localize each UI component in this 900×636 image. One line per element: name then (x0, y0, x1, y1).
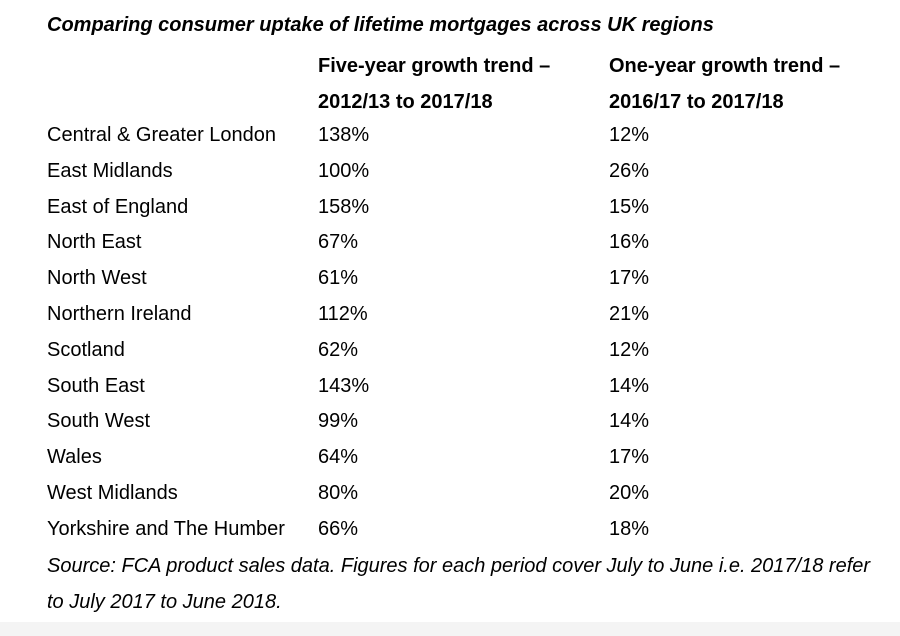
table-row: Wales 64% 17% (0, 440, 900, 476)
table-row: Yorkshire and The Humber 66% 18% (0, 512, 900, 548)
region-cell: North East (47, 231, 142, 254)
region-cell: Yorkshire and The Humber (47, 517, 285, 540)
one-year-cell: 20% (609, 481, 650, 504)
one-year-cell: 12% (609, 338, 650, 361)
bottom-divider (0, 622, 900, 636)
header-one-year-line1: One-year growth trend – (609, 55, 841, 77)
one-year-cell: 17% (609, 446, 650, 469)
five-year-cell: 67% (318, 231, 359, 254)
header-five-year-line1: Five-year growth trend – (318, 55, 551, 77)
one-year-cell: 15% (609, 195, 650, 218)
one-year-cell: 21% (609, 302, 650, 325)
table-row: North East 67% 16% (0, 225, 900, 261)
five-year-cell: 158% (318, 195, 370, 218)
region-cell: East of England (47, 195, 189, 218)
five-year-cell: 66% (318, 517, 359, 540)
five-year-cell: 99% (318, 410, 359, 433)
region-cell: Wales (47, 446, 102, 469)
table-title: Comparing consumer uptake of lifetime mo… (47, 14, 714, 36)
region-cell: South West (47, 410, 151, 433)
header-five-year-line2: 2012/13 to 2017/18 (318, 91, 493, 113)
source-note: Source: FCA product sales data. Figures … (47, 555, 871, 613)
one-year-cell: 14% (609, 410, 650, 433)
one-year-cell: 14% (609, 374, 650, 397)
table-row: East of England 158% 15% (0, 190, 900, 226)
table-row: South West 99% 14% (0, 404, 900, 440)
table-row: South East 143% 14% (0, 369, 900, 405)
region-cell: Scotland (47, 338, 125, 361)
one-year-cell: 17% (609, 267, 650, 290)
table-row: East Midlands 100% 26% (0, 154, 900, 190)
five-year-cell: 80% (318, 481, 359, 504)
table-row: Scotland 62% 12% (0, 333, 900, 369)
five-year-cell: 100% (318, 159, 370, 182)
one-year-cell: 18% (609, 517, 650, 540)
one-year-cell: 26% (609, 159, 650, 182)
five-year-cell: 138% (318, 124, 370, 146)
region-cell: East Midlands (47, 159, 173, 182)
table-row: Northern Ireland 112% 21% (0, 297, 900, 333)
table-row: West Midlands 80% 20% (0, 476, 900, 512)
five-year-cell: 64% (318, 446, 359, 469)
region-cell: West Midlands (47, 481, 178, 504)
table-row: North West 61% 17% (0, 261, 900, 297)
region-cell: North West (47, 267, 147, 290)
header-one-year-line2: 2016/17 to 2017/18 (609, 91, 784, 113)
five-year-cell: 61% (318, 267, 359, 290)
one-year-cell: 12% (609, 124, 650, 146)
five-year-cell: 143% (318, 374, 370, 397)
five-year-cell: 112% (318, 302, 368, 325)
region-cell: Central & Greater London (47, 124, 277, 146)
one-year-cell: 16% (609, 231, 650, 254)
header-one-year: One-year growth trend – 2016/17 to 2017/… (609, 48, 840, 120)
five-year-cell: 62% (318, 338, 359, 361)
region-cell: Northern Ireland (47, 302, 192, 325)
table-row: Central & Greater London 138% 12% (0, 118, 900, 154)
region-cell: South East (47, 374, 145, 397)
table-body: Central & Greater London 138% 12% East Mid… (0, 118, 900, 548)
header-five-year: Five-year growth trend – 2012/13 to 2017… (318, 48, 550, 120)
